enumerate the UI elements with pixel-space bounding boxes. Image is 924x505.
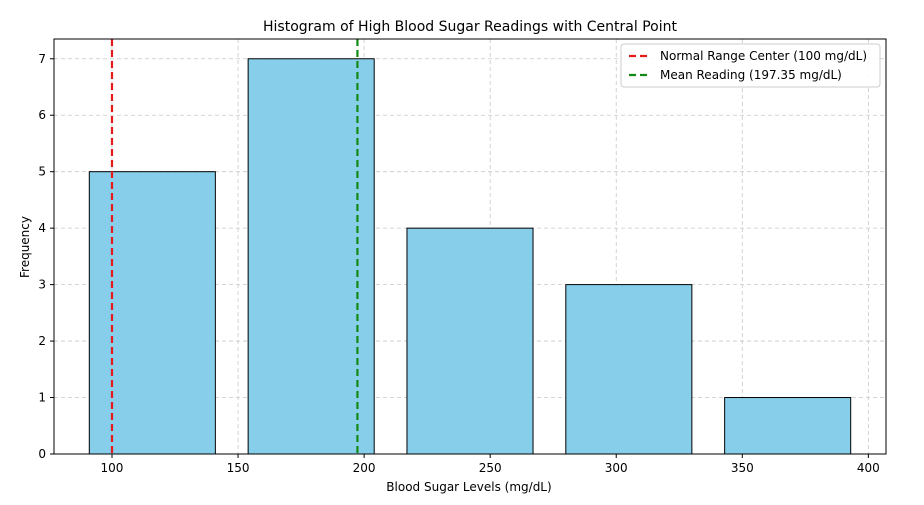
x-tick-label: 250 (479, 461, 502, 475)
y-tick-label: 5 (38, 165, 46, 179)
x-tick-label: 100 (101, 461, 124, 475)
y-tick-label: 6 (38, 108, 46, 122)
plot-frame (53, 38, 887, 455)
legend-entry-label: Mean Reading (197.35 mg/dL) (660, 68, 842, 82)
legend-entry-label: Normal Range Center (100 mg/dL) (660, 49, 867, 63)
y-tick-label: 2 (38, 334, 46, 348)
legend: Normal Range Center (100 mg/dL) Mean Read… (620, 43, 881, 88)
y-tick-label: 0 (38, 447, 46, 461)
histogram-bar (88, 171, 216, 455)
histogram-bar (565, 284, 693, 455)
y-tick-label: 3 (38, 278, 46, 292)
x-tick-label: 150 (227, 461, 250, 475)
histogram-bar (406, 227, 534, 455)
x-axis-label: Blood Sugar Levels (mg/dL) (386, 480, 551, 494)
bars (88, 58, 852, 455)
reference-lines (110, 39, 359, 454)
y-tick-label: 7 (38, 52, 46, 66)
x-tick-label: 200 (353, 461, 376, 475)
y-axis-label: Frequency (18, 216, 32, 278)
y-axis-ticks: 0 1 2 3 4 5 6 7 (38, 52, 54, 461)
histogram-bar (724, 397, 852, 455)
y-tick-label: 4 (38, 221, 46, 235)
x-tick-label: 400 (857, 461, 880, 475)
chart-title: Histogram of High Blood Sugar Readings w… (263, 19, 677, 35)
x-tick-label: 300 (605, 461, 628, 475)
x-tick-label: 350 (731, 461, 754, 475)
histogram-bar (247, 58, 375, 455)
x-axis-ticks: 100 150 200 250 300 350 400 (101, 454, 880, 475)
legend-box (620, 43, 881, 88)
y-tick-label: 1 (38, 391, 46, 405)
